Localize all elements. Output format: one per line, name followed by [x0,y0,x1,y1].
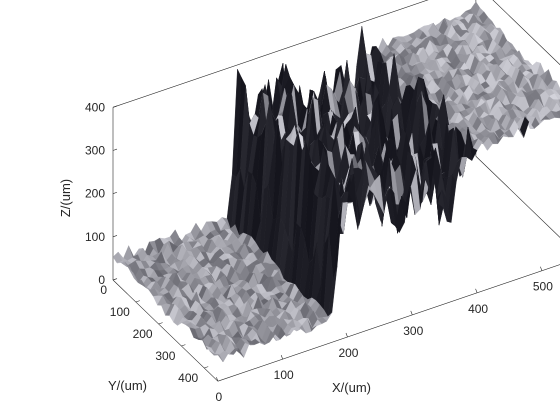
z-tick-label: 400 [85,100,105,114]
x-axis-label: X/(um) [332,380,371,395]
surface-plot [112,1,560,363]
x-tick-mark [216,377,219,382]
y-tick-label: 400 [178,371,198,385]
z-tick-label: 300 [85,143,105,157]
z-axis-label: Z/(um) [58,179,73,217]
x-tick-label: 500 [533,280,553,294]
y-tick-mark [204,366,209,369]
x-tick-mark [410,310,413,316]
z-tick-mark [112,105,118,108]
z-tick-mark [112,235,118,238]
x-axis-line [217,264,560,382]
z-tick-mark [112,278,118,281]
y-tick-label: 300 [155,349,175,363]
x-tick-mark [475,288,478,293]
z-tick-label: 100 [85,230,105,244]
x-tick-mark [540,266,543,271]
x-tick-label: 400 [468,302,488,316]
z-tick-mark [112,148,118,151]
axes-box-front [112,264,560,382]
y-tick-mark [135,300,140,303]
tick-labels: 0100200300400500010020030040001002003004… [85,100,553,404]
y-tick-label: 100 [110,305,130,319]
box-edge [475,156,560,238]
z-tick-label: 0 [98,273,105,287]
surface-patch [213,354,224,363]
y-axis-label: Y/(um) [108,378,147,393]
y-tick-label: 200 [133,327,153,341]
surface-patch [395,199,405,234]
x-tick-mark [345,332,348,338]
x-tick-label: 200 [338,346,358,360]
y-tick-label: 0 [100,283,107,297]
y-axis-line [112,279,219,382]
box-edge [112,0,429,108]
y-tick-mark [158,322,163,325]
box-edge [492,0,560,66]
x-tick-mark [280,354,283,360]
z-tick-label: 200 [85,187,105,201]
x-tick-label: 100 [274,368,294,382]
x-tick-label: 300 [403,324,423,338]
x-tick-label: 0 [216,390,223,404]
z-tick-mark [112,191,118,194]
y-tick-mark [181,344,186,347]
surface-patch [441,189,452,223]
